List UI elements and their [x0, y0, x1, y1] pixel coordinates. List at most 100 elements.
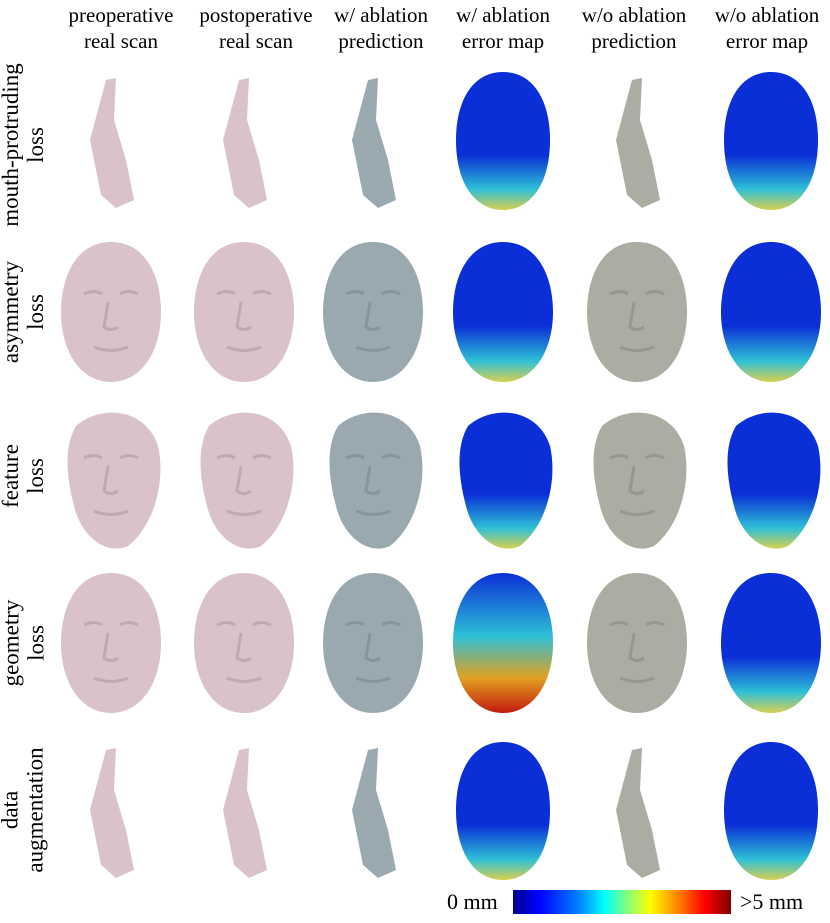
face-silhouette — [194, 242, 294, 382]
face-feature-nose — [628, 632, 645, 662]
face-shape-svg — [593, 412, 687, 549]
column-header-without-ablation-error-map: w/o ablation error map — [692, 2, 830, 54]
face-silhouette — [67, 412, 161, 549]
face-feature-mouth — [619, 345, 655, 352]
face-shape-svg — [61, 573, 161, 713]
face-shape-svg — [459, 412, 553, 549]
face-feature-nose — [628, 301, 645, 331]
face-feature-nose — [628, 465, 645, 495]
face-feature-eye-left — [609, 454, 629, 460]
row-label-asymmetry-loss: asymmetry loss — [0, 232, 49, 392]
face-silhouette — [456, 742, 550, 880]
face-shape-svg — [194, 573, 294, 713]
face-shape-svg — [90, 748, 134, 878]
column-header-with-ablation-error-map: w/ ablation error map — [428, 2, 578, 54]
column-header-preoperative: preoperative real scan — [46, 2, 196, 54]
face-feature-mouth — [226, 345, 262, 352]
header-line2: real scan — [218, 29, 294, 53]
header-line1: w/ ablation — [334, 3, 428, 27]
face-render-image — [179, 396, 309, 556]
face-render-image — [308, 232, 438, 392]
face-silhouette — [721, 242, 821, 382]
face-silhouette — [352, 748, 396, 878]
face-feature-eye-right — [645, 621, 665, 627]
face-shape-svg — [223, 78, 267, 208]
face-silhouette — [223, 78, 267, 208]
face-render-image — [179, 730, 309, 890]
face-silhouette — [194, 573, 294, 713]
face-shape-svg — [223, 748, 267, 878]
face-render-image — [572, 563, 702, 723]
face-feature-eye-right — [119, 621, 139, 627]
face-silhouette — [90, 78, 134, 208]
face-feature-eye-right — [252, 621, 272, 627]
row-label-geometry-loss: geometry loss — [0, 563, 48, 723]
face-shape-svg — [724, 742, 818, 880]
error-map-image — [438, 60, 568, 220]
face-shape-svg — [61, 242, 161, 382]
error-map-image — [706, 563, 830, 723]
error-colorbar — [513, 890, 731, 914]
header-line1: preoperative — [68, 3, 174, 27]
face-render-image — [46, 730, 176, 890]
face-render-image — [572, 730, 702, 890]
header-line2: prediction — [338, 29, 424, 53]
face-render-image — [46, 563, 176, 723]
face-shape-svg — [587, 573, 687, 713]
face-shape-svg — [352, 748, 396, 878]
face-render-image — [308, 396, 438, 556]
row-label-line1: asymmetry — [0, 260, 24, 364]
face-feature-nose — [235, 301, 252, 331]
face-feature-mouth — [226, 676, 262, 683]
face-silhouette — [587, 242, 687, 382]
face-feature-eye-left — [83, 290, 103, 296]
header-line2: error map — [461, 29, 545, 53]
face-render-image — [572, 396, 702, 556]
header-line2: real scan — [83, 29, 159, 53]
row-label-line2: loss — [23, 458, 48, 494]
error-map-image — [706, 730, 830, 890]
face-silhouette — [61, 573, 161, 713]
face-feature-eye-right — [119, 290, 139, 296]
face-feature-eye-right — [252, 290, 272, 296]
error-map-image — [438, 232, 568, 392]
face-feature-nose — [102, 465, 119, 495]
error-map-image — [438, 396, 568, 556]
face-shape-svg — [456, 72, 550, 210]
face-silhouette — [453, 573, 553, 713]
face-feature-nose — [364, 632, 381, 662]
face-render-image — [46, 60, 176, 220]
face-feature-mouth — [93, 676, 129, 683]
face-silhouette — [616, 78, 660, 208]
error-map-image — [706, 396, 830, 556]
face-feature-eye-right — [381, 454, 401, 460]
face-render-image — [572, 232, 702, 392]
face-silhouette — [616, 748, 660, 878]
face-feature-eye-left — [216, 454, 236, 460]
face-render-image — [179, 563, 309, 723]
face-render-image — [179, 60, 309, 220]
face-feature-eye-left — [609, 290, 629, 296]
row-label-line2: loss — [23, 294, 49, 330]
face-render-image — [572, 60, 702, 220]
face-feature-nose — [235, 465, 252, 495]
face-feature-eye-left — [83, 621, 103, 627]
face-feature-eye-left — [345, 621, 365, 627]
face-render-image — [308, 730, 438, 890]
face-silhouette — [90, 748, 134, 878]
face-shape-svg — [721, 573, 821, 713]
face-render-image — [308, 60, 438, 220]
face-shape-svg — [323, 242, 423, 382]
row-label-data-augmentation: data augmentation — [0, 730, 48, 890]
face-silhouette — [456, 72, 550, 210]
face-shape-svg — [616, 748, 660, 878]
face-silhouette — [223, 748, 267, 878]
face-silhouette — [724, 72, 818, 210]
row-label-line1: data — [0, 790, 23, 830]
face-silhouette — [352, 78, 396, 208]
face-feature-mouth — [355, 509, 391, 516]
header-line1: postoperative — [199, 3, 313, 27]
face-feature-eye-left — [609, 621, 629, 627]
face-feature-eye-left — [345, 454, 365, 460]
colorbar-min-label: 0 mm — [447, 889, 498, 914]
